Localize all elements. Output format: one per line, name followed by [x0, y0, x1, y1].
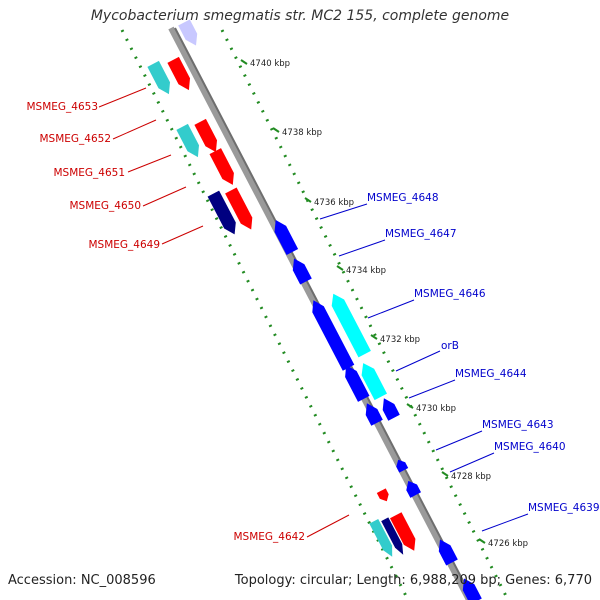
gene-label-forward: MSMEG_4650 — [69, 200, 141, 212]
gene-label-reverse: MSMEG_4648 — [367, 192, 439, 204]
accession-text: Accession: NC_008596 — [8, 573, 156, 588]
ruler-tick-label: 4736 kbp — [314, 198, 354, 208]
gene-label-forward: MSMEG_4652 — [39, 133, 111, 145]
gene-feature-4642 — [390, 512, 416, 551]
gene-feature-4651 — [209, 148, 234, 185]
ruler-tick-label: 4728 kbp — [451, 472, 491, 482]
gene-feature-4640b — [406, 480, 421, 498]
gene-feature-4646-cds — [331, 293, 371, 358]
gene-features — [147, 19, 482, 600]
gene-label-reverse: MSMEG_4644 — [455, 368, 527, 380]
ruler-tick-label: 4734 kbp — [346, 266, 386, 276]
ruler-tick-mark — [441, 471, 449, 477]
gene-feature-4648 — [274, 220, 299, 255]
gene-label-reverse: MSMEG_4646 — [414, 288, 486, 300]
label-leader-left — [306, 514, 350, 538]
label-leader-left — [161, 225, 204, 245]
gene-label-reverse: MSMEG_4640 — [494, 441, 566, 453]
gene-feature-4640 — [396, 459, 409, 473]
gene-feature-4650 — [225, 187, 253, 230]
gene-feature-orb-cds — [361, 363, 387, 401]
outer-dotted-guide — [220, 29, 510, 600]
ruler-tick-label: 4732 kbp — [380, 335, 420, 345]
label-leader-right — [319, 203, 368, 220]
gene-feature-4643 — [365, 403, 383, 426]
gene-feature-4642-small — [376, 488, 389, 502]
ruler-tick-label: 4726 kbp — [488, 539, 528, 549]
gene-label-reverse: MSMEG_4639 — [528, 502, 600, 514]
label-leader-right — [435, 430, 483, 451]
label-leader-right — [408, 379, 456, 399]
gene-label-forward: MSMEG_4651 — [53, 167, 125, 179]
gene-label-reverse: orB — [441, 340, 459, 352]
label-leader-right — [449, 452, 495, 473]
gene-feature-4653 — [167, 56, 190, 91]
gene-feature-cds-4653 — [147, 60, 170, 95]
ruler-ticks: 4740 kbp 4738 kbp 4736 kbp 4734 kbp 4732 kbp… — [240, 59, 528, 549]
label-leader-right — [395, 350, 441, 372]
ruler-tick-mark — [406, 403, 414, 409]
ruler-tick-mark — [272, 127, 280, 133]
gene-labels: MSMEG_4653 MSMEG_4652 MSMEG_4651 MSMEG_4650… — [26, 87, 600, 543]
gene-label-forward: MSMEG_4642 — [233, 531, 305, 543]
ruler-tick-mark — [240, 59, 248, 65]
label-leader-left — [142, 186, 187, 207]
ruler-tick-label: 4740 kbp — [250, 59, 290, 69]
gene-feature-faded — [178, 19, 198, 46]
gene-label-reverse: MSMEG_4647 — [385, 228, 457, 240]
gene-feature-orb — [345, 365, 370, 402]
gene-feature-4642-dark — [381, 517, 404, 555]
gene-feature-4646 — [312, 300, 355, 371]
gene-feature-4649-dark — [207, 190, 236, 235]
label-leader-left — [112, 119, 157, 140]
ruler-tick-mark — [336, 265, 344, 271]
gene-feature-4639 — [438, 539, 458, 566]
topology-text: Topology: circular; Length: 6,988,209 bp… — [234, 573, 592, 588]
label-leader-left — [127, 154, 172, 173]
label-leader-right — [367, 299, 415, 319]
gene-feature-4652 — [194, 118, 217, 153]
gene-feature-4644 — [382, 398, 400, 421]
gene-feature-4642-cds — [369, 519, 393, 557]
label-leader-right — [338, 239, 386, 257]
ruler-tick-mark — [478, 538, 486, 544]
gene-feature-4639b — [462, 578, 482, 600]
ruler-tick-mark — [370, 334, 378, 340]
ruler-tick-mark — [304, 197, 312, 203]
ruler-tick-label: 4738 kbp — [282, 128, 322, 138]
gene-feature-cds-4652 — [176, 123, 199, 158]
inner-dotted-guide — [120, 29, 410, 600]
gene-feature-4647 — [292, 258, 312, 285]
map-title: Mycobacterium smegmatis str. MC2 155, co… — [90, 8, 510, 24]
gene-label-forward: MSMEG_4653 — [26, 101, 98, 113]
gene-label-forward: MSMEG_4649 — [88, 239, 160, 251]
label-leader-right — [481, 513, 529, 532]
label-leader-left — [98, 87, 147, 108]
ruler-tick-label: 4730 kbp — [416, 404, 456, 414]
gene-label-reverse: MSMEG_4643 — [482, 419, 554, 431]
